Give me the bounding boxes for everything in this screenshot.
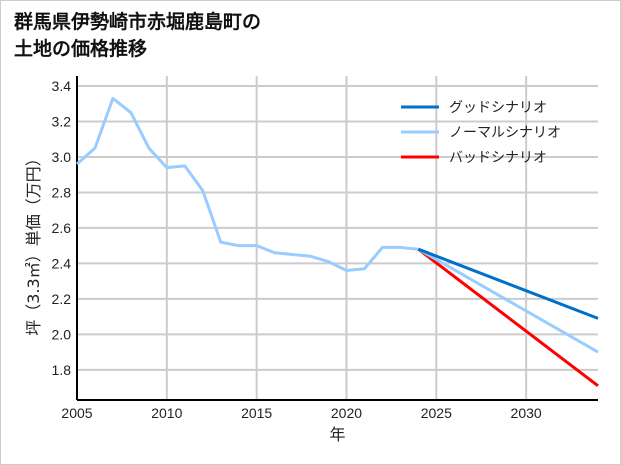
y-tick-label: 2.2	[52, 291, 72, 307]
x-tick-label: 2015	[241, 405, 272, 421]
scenario-line-1	[417, 247, 599, 354]
y-tick-label: 2.8	[52, 184, 72, 200]
history-line	[76, 96, 419, 272]
title-line-2: 土地の価格推移	[14, 38, 148, 60]
x-tick-label: 2005	[61, 405, 92, 421]
legend-label: グッドシナリオ	[449, 100, 547, 116]
title-line-1: 群馬県伊勢崎市赤堀鹿島町の	[14, 11, 262, 33]
chart-title: 群馬県伊勢崎市赤堀鹿島町の 土地の価格推移	[14, 9, 261, 63]
y-tick-label: 3.2	[52, 113, 72, 129]
scenario-line-0	[417, 247, 599, 320]
legend-label: バッドシナリオ	[449, 150, 547, 166]
y-tick-label: 1.8	[52, 362, 72, 378]
y-axis-label: 坪（3.3㎡）単価（万円）	[24, 150, 43, 335]
x-tick-label: 2010	[151, 405, 182, 421]
legend-label: ノーマルシナリオ	[449, 125, 561, 141]
x-tick-label: 2030	[511, 405, 542, 421]
y-tick-label: 2.6	[52, 220, 72, 236]
y-tick-label: 2.0	[52, 326, 72, 342]
x-axis-label: 年	[329, 425, 345, 444]
y-tick-label: 2.4	[52, 255, 72, 271]
x-tick-label: 2020	[331, 405, 362, 421]
x-tick-label: 2025	[421, 405, 452, 421]
scenario-line-2	[417, 248, 599, 388]
y-tick-label: 3.4	[52, 78, 72, 94]
y-tick-label: 3.0	[52, 149, 72, 165]
